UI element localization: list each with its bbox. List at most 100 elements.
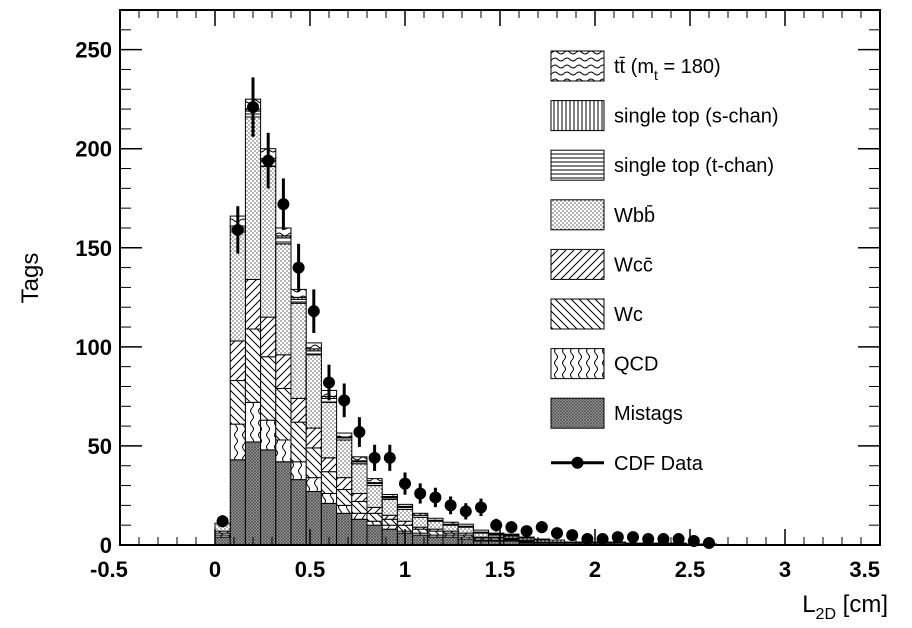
- bar-dots-4: [275, 243, 292, 356]
- bar-diagonal-backslash-14: [427, 530, 444, 536]
- data-point-16: [459, 505, 472, 518]
- data-point-17: [475, 501, 487, 514]
- bar-dots-8: [336, 439, 353, 479]
- data-point-25: [596, 533, 609, 546]
- bar-crosshatch-9: [351, 518, 368, 546]
- bar-wavy-horizontal-15: [442, 521, 459, 525]
- bar-wavy-horizontal-18: [488, 532, 505, 535]
- legend-label-diagonal-backslash: Wc: [614, 304, 643, 326]
- y-tick-label-4: 200: [75, 137, 112, 162]
- bar-diagonal-slash-10: [366, 506, 383, 514]
- bar-dots-12: [396, 508, 414, 522]
- bar-crosshatch-5: [290, 479, 307, 546]
- bar-diagonal-slash-8: [336, 477, 353, 491]
- x-tick-label-5: 2: [589, 557, 601, 582]
- bar-wavy-horizontal-14: [427, 517, 444, 521]
- bar-diagonal-backslash-4: [275, 387, 292, 441]
- bar-dots-16: [457, 526, 474, 534]
- bar-diagonal-slash-3: [260, 316, 277, 358]
- bar-diagonal-backslash-11: [381, 518, 398, 526]
- bar-horizontal-5: [290, 298, 307, 304]
- legend-label-wavy-vertical: QCD: [614, 354, 658, 376]
- bar-crosshatch-3: [260, 449, 277, 546]
- legend-label-sub: t: [654, 67, 658, 83]
- bar-wavy-horizontal-10: [366, 478, 383, 484]
- data-point-22: [551, 527, 563, 540]
- bar-dots-2: [244, 116, 262, 280]
- y-tick-label-5: 250: [75, 38, 112, 63]
- data-point-21: [535, 521, 548, 534]
- data-point-19: [505, 521, 518, 534]
- bar-crosshatch-2: [244, 441, 262, 546]
- legend-label-main: Wbb̄: [614, 204, 655, 227]
- bar-crosshatch-14: [427, 536, 444, 546]
- bar-diagonal-slash-11: [381, 514, 398, 520]
- bar-dots-3: [260, 166, 277, 318]
- legend-label-main: tt̄ (m: [614, 56, 654, 78]
- bar-diagonal-backslash-3: [260, 356, 277, 421]
- legend-label-diagonal-slash: Wcc̄: [614, 254, 653, 276]
- bar-wavy-horizontal-12: [396, 503, 414, 507]
- x-tick-label-8: 3.5: [849, 557, 880, 582]
- bar-diagonal-backslash-5: [290, 421, 307, 463]
- x-axis-title-unit: [cm]: [836, 591, 888, 618]
- bar-diagonal-backslash-2: [244, 328, 262, 403]
- legend-label-vertical: single top (s-chan): [614, 106, 779, 128]
- bar-crosshatch-11: [381, 528, 398, 546]
- legend-label-main: single top (t-chan): [614, 155, 774, 177]
- bar-diagonal-slash-9: [351, 492, 368, 502]
- bar-diagonal-backslash-10: [366, 512, 383, 522]
- legend-label-main: Mistags: [614, 403, 683, 425]
- bar-wavy-horizontal-13: [412, 512, 429, 516]
- x-tick-label-0: -0.5: [90, 557, 128, 582]
- data-point-26: [611, 531, 624, 544]
- bar-wavy-horizontal-21: [533, 538, 550, 541]
- legend-swatch-wavy-vertical: [550, 348, 605, 380]
- bar-diagonal-slash-12: [396, 520, 414, 526]
- legend-label-dots: Wbb̄: [614, 204, 655, 227]
- legend-swatch-vertical: [550, 100, 605, 132]
- x-axis-title-sub: 2D: [816, 606, 836, 623]
- bar-wavy-vertical-7: [320, 492, 338, 504]
- legend-swatch-wavy-horizontal: [550, 50, 605, 82]
- data-point-10: [368, 451, 381, 464]
- legend-label-after: = 180): [658, 56, 721, 78]
- data-point-28: [642, 533, 655, 546]
- bar-diagonal-backslash-9: [351, 500, 368, 514]
- x-tick-label-4: 1.5: [485, 557, 516, 582]
- data-point-6: [307, 305, 320, 318]
- bar-wavy-horizontal-19: [503, 533, 520, 536]
- bar-dots-7: [320, 401, 338, 459]
- bar-diagonal-slash-5: [290, 397, 307, 423]
- x-tick-label-2: 0.5: [295, 557, 326, 582]
- bar-diagonal-backslash-13: [412, 528, 429, 534]
- bar-wavy-vertical-4: [275, 439, 292, 463]
- x-tick-label-7: 3: [779, 557, 791, 582]
- data-point-18: [490, 519, 503, 532]
- bar-wavy-horizontal-6: [305, 342, 322, 350]
- bar-crosshatch-8: [336, 512, 353, 546]
- bar-wavy-horizontal-11: [381, 493, 398, 497]
- bar-crosshatch-10: [366, 524, 383, 546]
- bar-wavy-vertical-10: [366, 520, 383, 526]
- bar-diagonal-backslash-7: [320, 471, 338, 494]
- data-point-12: [399, 477, 411, 490]
- x-tick-label-1: 0: [209, 557, 221, 582]
- bar-wavy-horizontal-8: [336, 432, 353, 438]
- bar-diagonal-slash-7: [320, 457, 338, 473]
- data-point-11: [383, 451, 396, 464]
- bar-wavy-horizontal-20: [518, 536, 535, 539]
- data-point-9: [353, 426, 366, 439]
- data-point-3: [262, 154, 275, 167]
- bar-crosshatch-0: [214, 536, 231, 546]
- data-point-0: [216, 515, 229, 528]
- bar-diagonal-backslash-6: [305, 447, 322, 479]
- bar-dots-14: [427, 520, 444, 530]
- bar-dots-17: [472, 532, 490, 538]
- bar-wavy-vertical-3: [260, 419, 277, 451]
- x-tick-label-3: 1: [399, 557, 411, 582]
- data-point-7: [323, 376, 335, 389]
- x-axis-title-main: L: [802, 591, 815, 618]
- bar-crosshatch-4: [275, 461, 292, 546]
